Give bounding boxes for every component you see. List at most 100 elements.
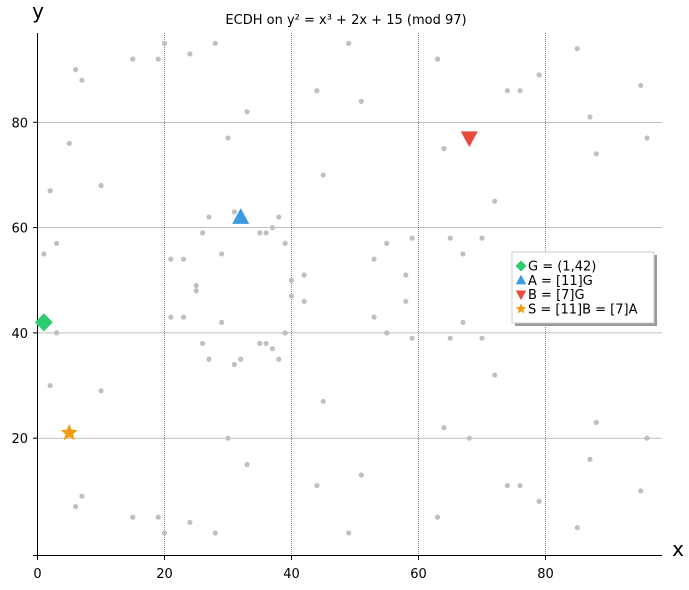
y-tick-label: 40	[11, 327, 28, 342]
curve-point	[225, 135, 231, 141]
curve-point	[212, 40, 218, 46]
curve-point	[244, 461, 250, 468]
curve-point	[403, 272, 409, 278]
curve-point	[161, 530, 168, 536]
curve-point	[574, 45, 580, 52]
curve-point	[257, 340, 263, 347]
curve-point	[269, 346, 276, 352]
curve-point	[200, 230, 206, 236]
curve-point	[434, 514, 441, 520]
curve-point	[161, 40, 168, 46]
curve-point	[441, 425, 447, 431]
legend-marker-S	[515, 303, 527, 314]
curve-point	[384, 330, 390, 336]
curve-point	[314, 88, 320, 94]
curve-point	[466, 435, 472, 441]
curve-point	[47, 188, 53, 194]
curve-point	[269, 225, 276, 231]
curve-point	[346, 40, 352, 46]
curve-point	[206, 356, 212, 362]
legend-marker-A	[515, 274, 527, 285]
curve-point	[409, 235, 415, 241]
curve-point	[447, 235, 453, 241]
curve-point	[593, 419, 599, 426]
axes	[33, 33, 662, 556]
curve-points	[41, 40, 650, 536]
curve-point	[180, 314, 187, 320]
curve-point	[225, 435, 231, 441]
y-tick-label: 80	[11, 116, 28, 131]
curve-point	[460, 251, 466, 257]
curve-point	[301, 272, 307, 278]
legend-marker-B	[515, 290, 527, 301]
curve-point	[492, 372, 498, 378]
curve-point	[231, 361, 237, 368]
curve-point	[358, 472, 364, 478]
curve-point	[403, 298, 409, 304]
curve-point	[504, 482, 510, 489]
curve-point	[492, 198, 498, 204]
curve-point	[98, 388, 104, 394]
legend-box	[511, 251, 655, 324]
x-tick-label: 80	[537, 567, 554, 582]
curve-point	[536, 498, 542, 504]
curve-point	[193, 288, 199, 294]
curve-point	[644, 135, 650, 141]
curve-point	[441, 146, 447, 152]
curve-point	[79, 77, 85, 83]
x-axis-label: x	[672, 537, 684, 561]
curve-point	[644, 435, 650, 441]
curve-point	[66, 140, 72, 146]
curve-point	[219, 319, 225, 325]
curve-point	[231, 209, 237, 215]
curve-point	[257, 230, 263, 236]
curve-point	[73, 504, 79, 510]
curve-point	[587, 456, 593, 462]
curve-point	[212, 530, 218, 536]
curve-point	[276, 214, 282, 220]
curve-point	[200, 340, 206, 347]
point-G	[34, 313, 53, 332]
point-S	[60, 423, 78, 441]
legend-label-S: S = [11]B = [7]A	[528, 302, 638, 317]
curve-point	[130, 56, 136, 62]
curve-point	[479, 335, 485, 341]
curve-point	[593, 151, 599, 157]
curve-point	[244, 109, 250, 115]
curve-point	[638, 82, 644, 89]
y-tick-label: 20	[11, 432, 28, 447]
curve-point	[276, 356, 282, 362]
curve-point	[206, 214, 212, 220]
y-tick-label: 60	[11, 222, 28, 237]
curve-point	[263, 340, 269, 347]
curve-point	[187, 519, 193, 526]
curve-point	[358, 98, 364, 104]
legend-items: G = (1,42)A = [11]GB = [7]GS = [11]B = […	[515, 260, 638, 317]
curve-point	[288, 293, 295, 299]
curve-point	[384, 240, 390, 246]
curve-point	[320, 398, 326, 404]
curve-point	[346, 530, 352, 536]
curve-point	[460, 319, 466, 325]
point-B	[460, 131, 478, 148]
chart-title: ECDH on y² = x³ + 2x + 15 (mod 97)	[225, 13, 466, 28]
curve-point	[53, 330, 60, 336]
legend-label-B: B = [7]G	[528, 288, 585, 303]
curve-point	[409, 335, 415, 341]
curve-point	[371, 314, 377, 320]
ticks: 0 20 40 60 80 20 40 60 80	[11, 116, 553, 582]
curve-point	[314, 482, 320, 489]
curve-point	[53, 240, 60, 246]
curve-point	[447, 335, 453, 341]
curve-point	[187, 51, 193, 57]
curve-point	[587, 114, 593, 120]
x-tick-label: 40	[283, 567, 300, 582]
curve-point	[168, 256, 174, 262]
curve-point	[434, 56, 441, 62]
curve-point	[282, 240, 288, 246]
curve-point	[238, 356, 244, 362]
special-points	[34, 131, 478, 441]
curve-point	[282, 330, 288, 336]
legend-label-A: A = [11]G	[528, 274, 593, 289]
